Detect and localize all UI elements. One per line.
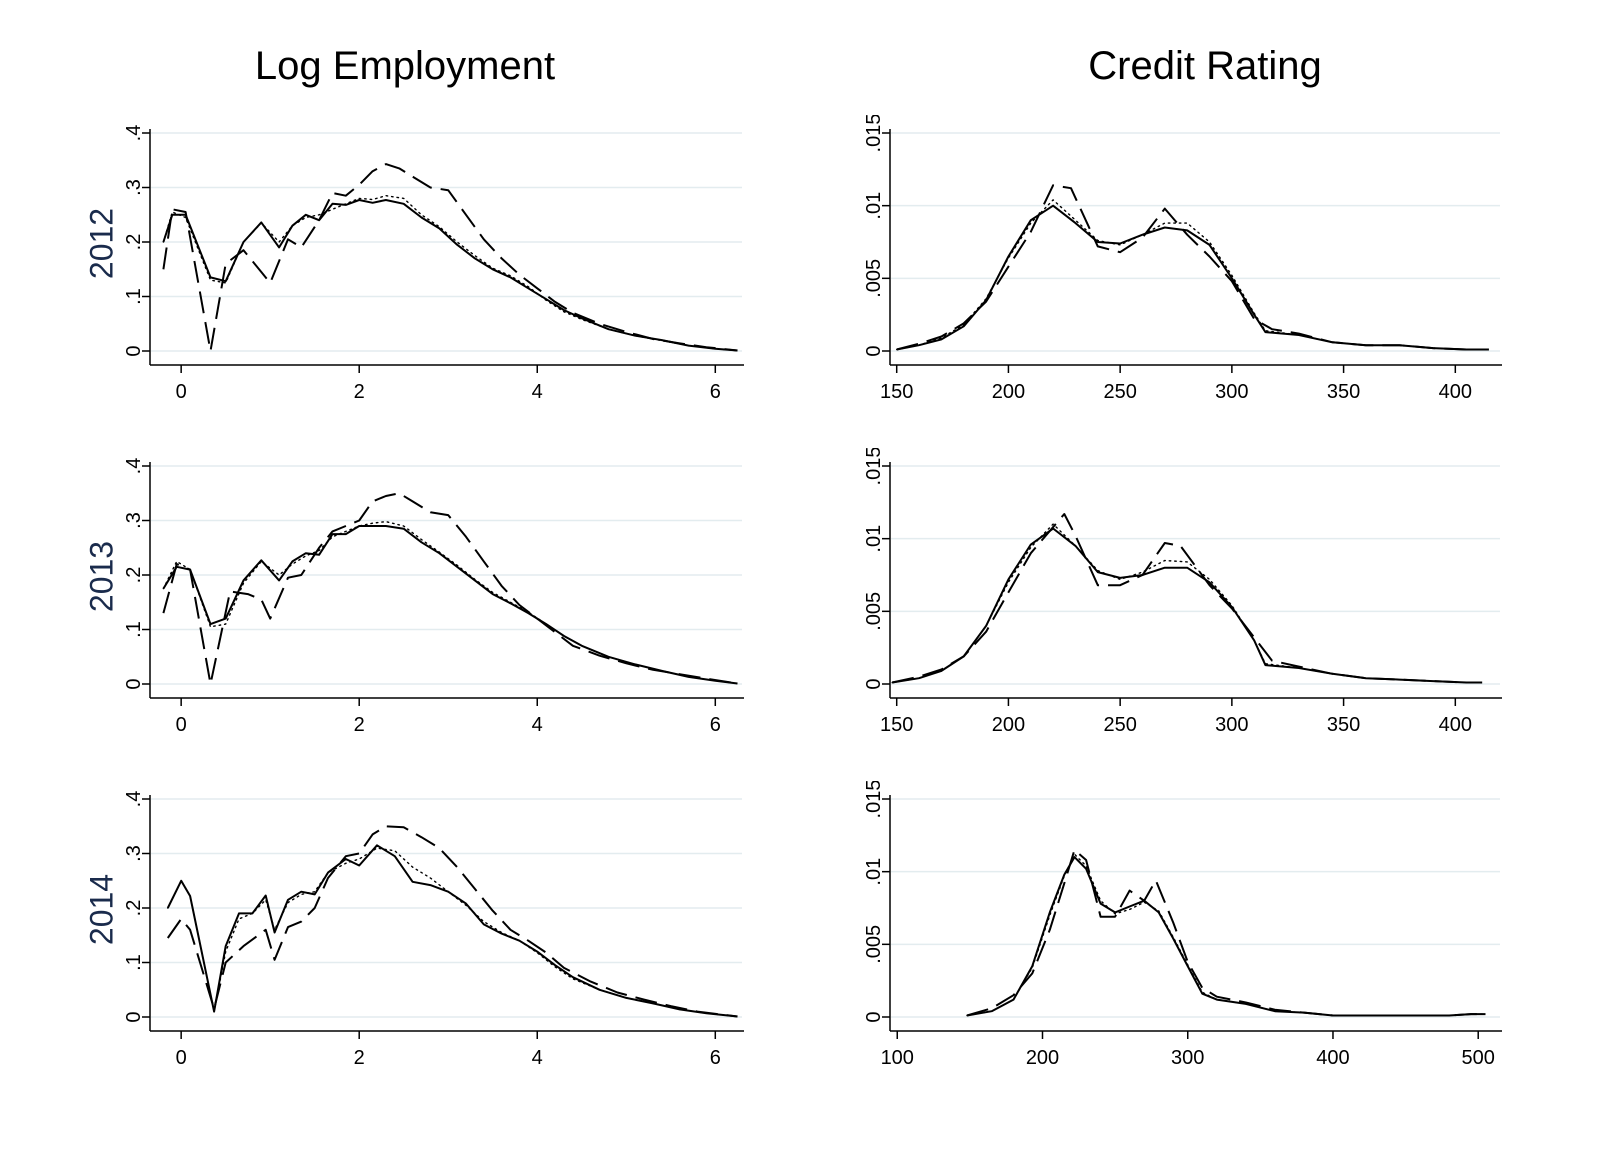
x-tick-label-3: 6 [710, 381, 721, 403]
y-tick-label-0: 0 [123, 345, 145, 356]
x-tick-label-1: 2 [354, 381, 365, 403]
series-line-solid [166, 844, 738, 1018]
x-tick-label-0: 150 [880, 714, 913, 736]
y-tick-label-4: .4 [123, 125, 145, 142]
y-tick-label-2: .2 [123, 567, 145, 584]
series-line-solid [162, 525, 738, 685]
y-tick-label-1: .005 [863, 592, 885, 631]
x-tick-label-3: 300 [1215, 714, 1248, 736]
panel-credit-rating-2014: 0 .005 .01 .015 100 200 300 400 500 [863, 781, 1502, 1069]
y-tick-label-0: 0 [863, 678, 885, 689]
y-tick-label-1: .1 [123, 954, 145, 971]
y-tick-label-2: .2 [123, 900, 145, 917]
x-tick-label-0: 100 [881, 1047, 914, 1069]
x-tick-label-1: 2 [354, 1047, 365, 1069]
y-tick-label-3: .3 [123, 845, 145, 862]
series-line-dashed [162, 492, 738, 685]
series-line-solid [892, 527, 1483, 684]
x-tick-label-1: 2 [354, 714, 365, 736]
x-tick-label-1: 200 [1026, 1047, 1059, 1069]
series-line-dotted [966, 853, 1487, 1017]
x-tick-label-4: 500 [1462, 1047, 1495, 1069]
x-tick-label-2: 300 [1171, 1047, 1204, 1069]
y-tick-label-2: .01 [863, 192, 885, 220]
x-tick-label-2: 4 [532, 714, 543, 736]
x-tick-label-0: 0 [176, 714, 187, 736]
y-tick-label-0: 0 [123, 1011, 145, 1022]
x-tick-label-0: 150 [880, 381, 913, 403]
x-tick-label-2: 250 [1103, 714, 1136, 736]
x-tick-label-4: 350 [1327, 714, 1360, 736]
x-tick-label-2: 250 [1103, 381, 1136, 403]
y-tick-label-3: .015 [863, 448, 885, 485]
series-line-dotted [891, 523, 1483, 684]
panel-log-employment-2012: 0 .1 .2 .3 .4 0 2 4 6 [123, 125, 744, 403]
y-tick-label-2: .01 [863, 858, 885, 886]
series-line-dotted [162, 194, 739, 352]
panel-credit-rating-2012: 0 .005 .01 .015 150 200 250 300 350 400 [863, 115, 1502, 403]
series-line-solid [162, 199, 738, 352]
x-tick-label-3: 300 [1215, 381, 1248, 403]
x-tick-label-1: 200 [992, 381, 1025, 403]
series-line-dashed [896, 184, 1489, 351]
y-tick-label-0: 0 [863, 1011, 885, 1022]
y-tick-label-2: .2 [123, 234, 145, 251]
x-tick-label-2: 4 [532, 381, 543, 403]
y-tick-label-1: .005 [863, 925, 885, 964]
x-tick-label-5: 400 [1439, 381, 1472, 403]
x-tick-label-2: 4 [532, 1047, 543, 1069]
x-tick-label-3: 400 [1316, 1047, 1349, 1069]
x-tick-label-1: 200 [992, 714, 1025, 736]
x-tick-label-5: 400 [1439, 714, 1472, 736]
y-tick-label-3: .015 [863, 115, 885, 152]
x-tick-label-3: 6 [710, 714, 721, 736]
y-tick-label-1: .1 [123, 288, 145, 305]
panel-log-employment-2013: 0 .1 .2 .3 .4 0 2 4 6 [123, 458, 744, 736]
panel-log-employment-2014: 0 .1 .2 .3 .4 0 2 4 6 [123, 791, 744, 1069]
y-tick-label-0: 0 [123, 678, 145, 689]
y-tick-label-0: 0 [863, 345, 885, 356]
column-title-log-employment: Log Employment [254, 44, 556, 88]
series-line-dotted [162, 520, 739, 685]
series-line-solid [966, 856, 1486, 1017]
x-tick-label-4: 350 [1327, 381, 1360, 403]
series-line-dotted [896, 199, 1490, 351]
series-line-dotted [167, 847, 739, 1018]
series-line-dashed [966, 848, 1486, 1017]
y-tick-label-4: .4 [123, 791, 145, 808]
series-line-dashed [162, 163, 738, 352]
y-tick-label-3: .3 [123, 512, 145, 529]
series-line-dashed [891, 513, 1483, 684]
y-tick-label-1: .005 [863, 259, 885, 298]
y-tick-label-3: .015 [863, 781, 885, 818]
x-tick-label-3: 6 [710, 1047, 721, 1069]
series-line-dashed [166, 825, 738, 1018]
y-tick-label-1: .1 [123, 621, 145, 638]
x-tick-label-0: 0 [176, 1047, 187, 1069]
x-tick-label-0: 0 [176, 381, 187, 403]
y-tick-label-3: .3 [123, 179, 145, 196]
panel-credit-rating-2013: 0 .005 .01 .015 150 200 250 300 350 400 [863, 448, 1502, 736]
column-title-credit-rating: Credit Rating [1088, 44, 1322, 88]
y-tick-label-4: .4 [123, 458, 145, 475]
y-tick-label-2: .01 [863, 525, 885, 553]
